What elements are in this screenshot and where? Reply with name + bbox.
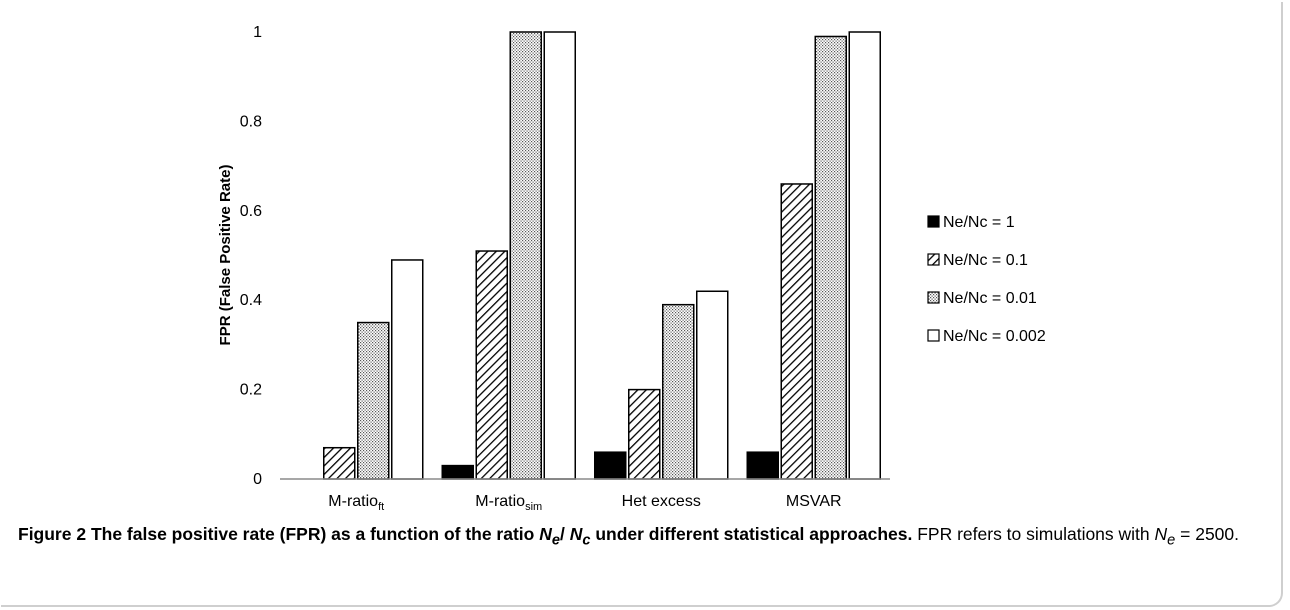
y-tick-label: 0.2 <box>240 382 262 399</box>
legend-label: Ne/Nc = 1 <box>943 214 1015 231</box>
x-tick-label: MSVAR <box>786 493 842 510</box>
legend-swatch <box>927 291 940 304</box>
bar-2-1 <box>323 446 356 480</box>
x-tick-label: M-ratiosim <box>475 493 542 513</box>
y-tick-label: 1 <box>253 24 262 41</box>
legend-swatch <box>927 253 940 266</box>
caption-text: FPR refers to simulations with Ne = 2500… <box>912 524 1240 549</box>
bar-1-3 <box>594 451 627 480</box>
legend-label: Ne/Nc = 0.01 <box>943 290 1037 307</box>
y-tick-label: 0.4 <box>240 292 262 309</box>
bar-3-2 <box>509 31 542 480</box>
y-tick-label: 0.6 <box>240 203 262 220</box>
legend-label: Ne/Nc = 0.1 <box>943 252 1028 269</box>
bar-4-1 <box>391 259 424 480</box>
legend-swatch <box>927 215 940 228</box>
bar-2-3 <box>628 388 661 480</box>
bar-3-1 <box>357 321 390 480</box>
caption-title: The false positive rate (FPR) as a funct… <box>90 524 913 549</box>
y-tick-label: 0.8 <box>240 113 262 130</box>
bar-4-2 <box>543 31 576 480</box>
bar-1-4 <box>746 451 779 480</box>
bar-chart: 0 0.2 0.4 0.6 0.8 1 FPR (False Positive Rate)… <box>217 24 1046 513</box>
figure-caption: Figure 2 The false positive rate (FPR) a… <box>18 521 1263 554</box>
bar-2-2 <box>475 250 508 480</box>
bar-3-3 <box>662 303 695 480</box>
legend-swatch <box>927 329 940 342</box>
bar-4-4 <box>848 31 881 480</box>
bar-4-3 <box>696 290 729 480</box>
y-axis-label: FPR (False Positive Rate) <box>217 165 234 346</box>
y-tick-label: 0 <box>253 471 262 488</box>
bar-2-4 <box>780 183 813 480</box>
bar-3-4 <box>814 35 847 480</box>
caption-figure-label: Figure 2 <box>18 524 87 544</box>
x-tick-label: Het excess <box>622 493 701 510</box>
legend-label: Ne/Nc = 0.002 <box>943 328 1046 345</box>
x-tick-label: M-ratioft <box>328 493 384 513</box>
bar-1-2 <box>441 464 474 480</box>
